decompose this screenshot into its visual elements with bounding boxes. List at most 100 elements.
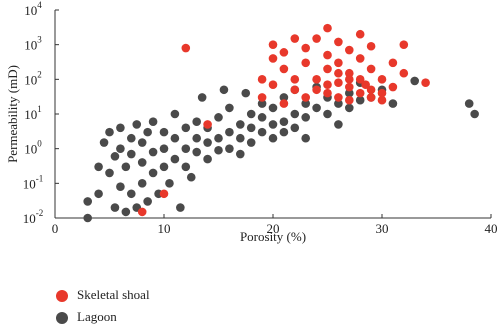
- point: [105, 127, 114, 137]
- point: [219, 85, 229, 95]
- point: [355, 29, 365, 39]
- point: [323, 80, 332, 90]
- point: [127, 189, 136, 199]
- y-tick-power: 3: [37, 35, 42, 45]
- y-tick-label: 10-2: [23, 208, 44, 226]
- y-tick-label: 104: [24, 0, 42, 18]
- point: [268, 120, 278, 129]
- point: [236, 120, 245, 129]
- point: [203, 154, 212, 164]
- point: [312, 34, 321, 43]
- point: [116, 123, 125, 133]
- y-tick-base: 10: [23, 176, 36, 191]
- point: [268, 40, 278, 49]
- point: [170, 109, 180, 119]
- point: [246, 138, 256, 147]
- point: [257, 93, 267, 102]
- point: [143, 127, 152, 137]
- point: [159, 144, 169, 153]
- y-tick-label: 101: [24, 104, 42, 122]
- y-tick-label: 103: [24, 35, 42, 53]
- y-tick-power: -1: [36, 173, 44, 183]
- point: [355, 54, 365, 63]
- point: [399, 40, 409, 49]
- point: [279, 48, 289, 57]
- point: [323, 88, 332, 98]
- point: [345, 45, 354, 55]
- point: [312, 75, 321, 84]
- y-tick-label: 102: [24, 69, 42, 87]
- point: [301, 93, 311, 102]
- point: [355, 95, 365, 105]
- point: [290, 85, 300, 95]
- point: [159, 162, 169, 172]
- x-axis-label: Porosity (%): [240, 229, 306, 244]
- point: [148, 168, 158, 178]
- y-tick-power: 0: [37, 139, 42, 149]
- point: [268, 103, 278, 113]
- point: [186, 172, 196, 182]
- point: [225, 103, 234, 113]
- point: [334, 58, 343, 68]
- point: [203, 138, 212, 147]
- point: [137, 207, 147, 217]
- point: [132, 120, 142, 129]
- point: [181, 162, 191, 172]
- point: [366, 64, 376, 74]
- point: [116, 144, 125, 153]
- point: [334, 68, 343, 78]
- point: [268, 80, 278, 90]
- point: [345, 95, 354, 105]
- point: [366, 93, 376, 102]
- point: [470, 109, 479, 119]
- point: [366, 41, 376, 51]
- point: [345, 88, 354, 98]
- y-tick-base: 10: [24, 142, 37, 157]
- x-tick-label: 10: [158, 221, 171, 236]
- point: [279, 64, 289, 74]
- point: [301, 43, 311, 53]
- point: [377, 75, 387, 84]
- legend-label: Skeletal shoal: [77, 287, 150, 302]
- point: [301, 113, 311, 122]
- point: [345, 82, 354, 92]
- y-tick-base: 10: [24, 38, 37, 53]
- y-tick-power: -2: [36, 208, 44, 218]
- point: [323, 50, 332, 60]
- point: [334, 78, 343, 87]
- point: [399, 68, 409, 78]
- y-tick-label: 100: [24, 139, 42, 157]
- point: [366, 85, 376, 95]
- point: [323, 109, 332, 119]
- point: [345, 68, 354, 78]
- point: [236, 133, 245, 143]
- point: [334, 37, 343, 47]
- point: [257, 75, 267, 84]
- y-tick-base: 10: [23, 211, 36, 226]
- point: [323, 64, 332, 74]
- x-tick-label: 40: [485, 221, 498, 236]
- point: [110, 152, 120, 161]
- point: [105, 168, 114, 178]
- point: [464, 99, 474, 108]
- point: [116, 182, 125, 191]
- point: [192, 147, 201, 157]
- point: [241, 88, 251, 98]
- point: [170, 154, 180, 164]
- point: [148, 117, 158, 126]
- point: [176, 203, 185, 212]
- point: [279, 127, 289, 137]
- point: [99, 138, 109, 147]
- point: [377, 95, 387, 105]
- point: [127, 149, 136, 159]
- legend-marker: [56, 290, 68, 302]
- point: [148, 147, 158, 157]
- point: [246, 109, 256, 119]
- legend-label: Lagoon: [77, 309, 117, 324]
- point: [279, 93, 289, 102]
- y-tick-power: 1: [37, 104, 42, 114]
- point: [257, 99, 267, 108]
- point: [181, 123, 191, 133]
- point: [279, 99, 289, 108]
